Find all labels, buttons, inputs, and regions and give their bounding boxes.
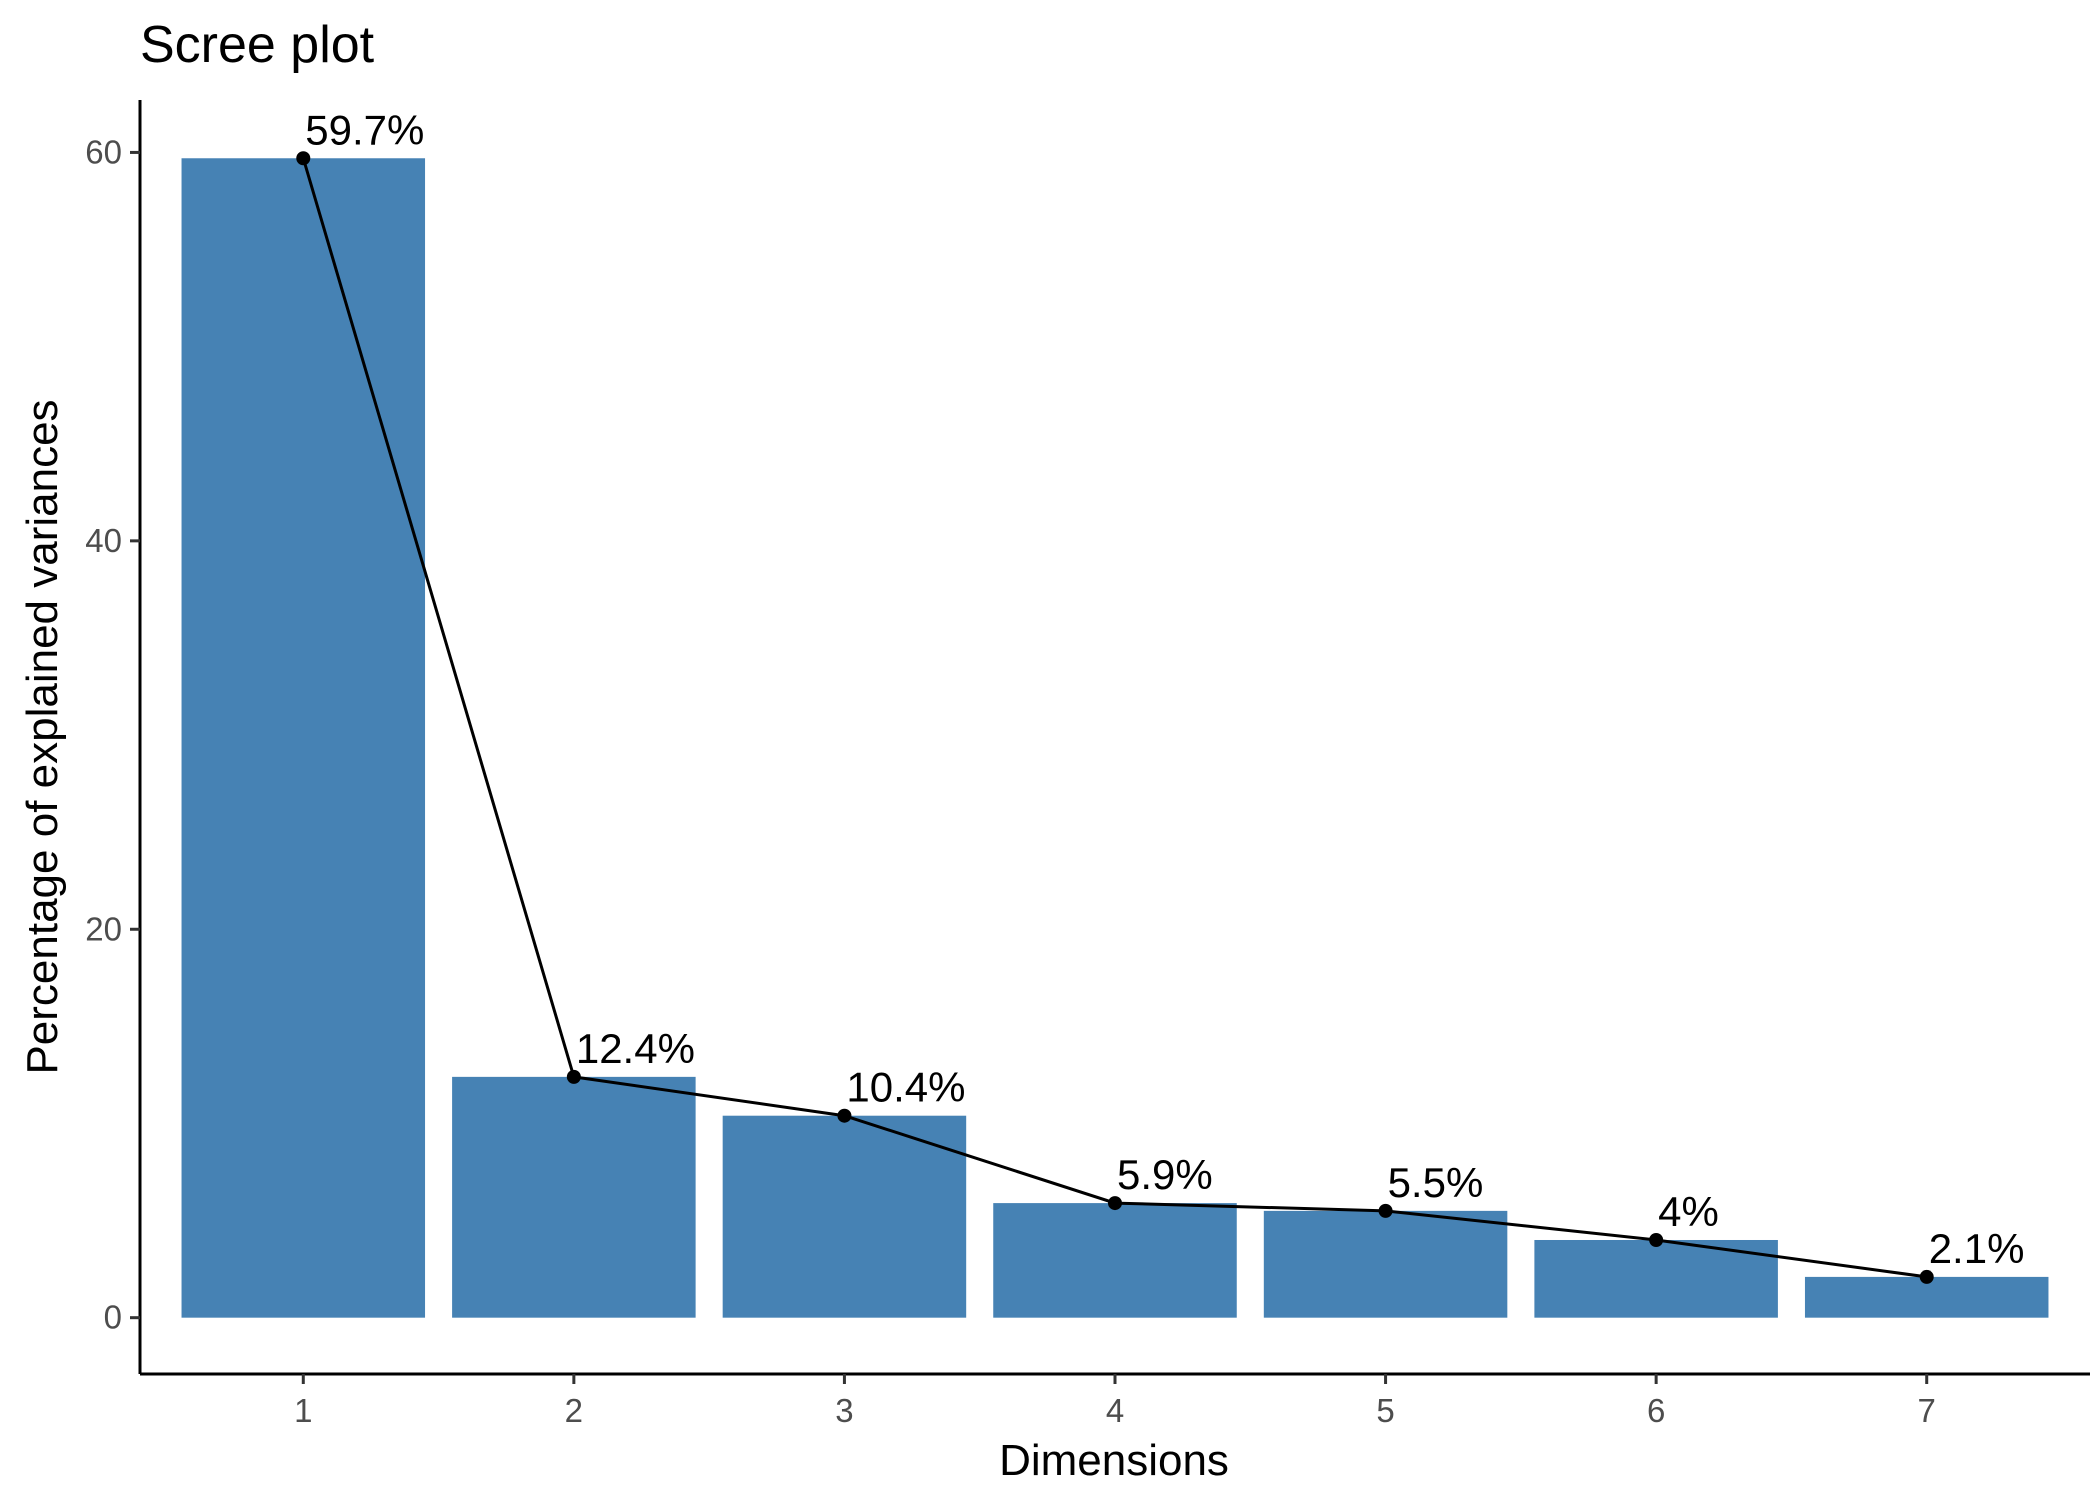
x-tick-label-5: 5 xyxy=(1376,1392,1394,1429)
data-label-dim-2: 12.4% xyxy=(576,1025,695,1072)
x-axis-label: Dimensions xyxy=(999,1436,1229,1485)
x-tick-label-6: 6 xyxy=(1647,1392,1665,1429)
x-ticks-group: 1 2 3 4 5 6 7 xyxy=(294,1374,1936,1429)
points-group xyxy=(296,151,1934,1284)
x-tick-label-2: 2 xyxy=(565,1392,583,1429)
bar-dim-3 xyxy=(722,1115,967,1318)
y-ticks-group: 0 20 40 60 xyxy=(85,133,140,1336)
point-dim-6 xyxy=(1649,1232,1664,1247)
data-label-dim-7: 2.1% xyxy=(1929,1225,2025,1272)
x-tick-label-7: 7 xyxy=(1918,1392,1936,1429)
bar-dim-6 xyxy=(1534,1239,1778,1318)
point-dim-5 xyxy=(1378,1203,1393,1218)
y-tick-label-20: 20 xyxy=(85,910,122,947)
y-tick-label-40: 40 xyxy=(85,522,122,559)
data-labels-group: 59.7% 12.4% 10.4% 5.9% 5.5% 4% 2.1% xyxy=(305,106,2024,1272)
x-tick-label-1: 1 xyxy=(294,1392,312,1429)
data-label-dim-4: 5.9% xyxy=(1117,1151,1213,1198)
bar-dim-2 xyxy=(452,1076,696,1318)
data-label-dim-1: 59.7% xyxy=(305,106,424,153)
bar-dim-4 xyxy=(993,1203,1237,1318)
data-label-dim-5: 5.5% xyxy=(1388,1159,1484,1206)
point-dim-4 xyxy=(1108,1196,1122,1211)
point-dim-7 xyxy=(1919,1269,1934,1284)
data-label-dim-3: 10.4% xyxy=(846,1064,965,1111)
y-axis-label: Percentage of explained variances xyxy=(18,399,67,1074)
point-dim-2 xyxy=(566,1069,581,1084)
bar-dim-5 xyxy=(1263,1210,1508,1318)
x-tick-label-3: 3 xyxy=(835,1392,853,1429)
bars-group xyxy=(181,158,2049,1318)
point-dim-3 xyxy=(837,1108,852,1123)
bar-dim-1 xyxy=(181,158,426,1318)
chart-title: Scree plot xyxy=(140,16,375,74)
x-tick-label-4: 4 xyxy=(1106,1392,1124,1429)
point-dim-1 xyxy=(296,151,311,166)
y-tick-label-0: 0 xyxy=(104,1299,122,1336)
data-label-dim-6: 4% xyxy=(1658,1188,1719,1235)
y-tick-label-60: 60 xyxy=(85,133,122,170)
